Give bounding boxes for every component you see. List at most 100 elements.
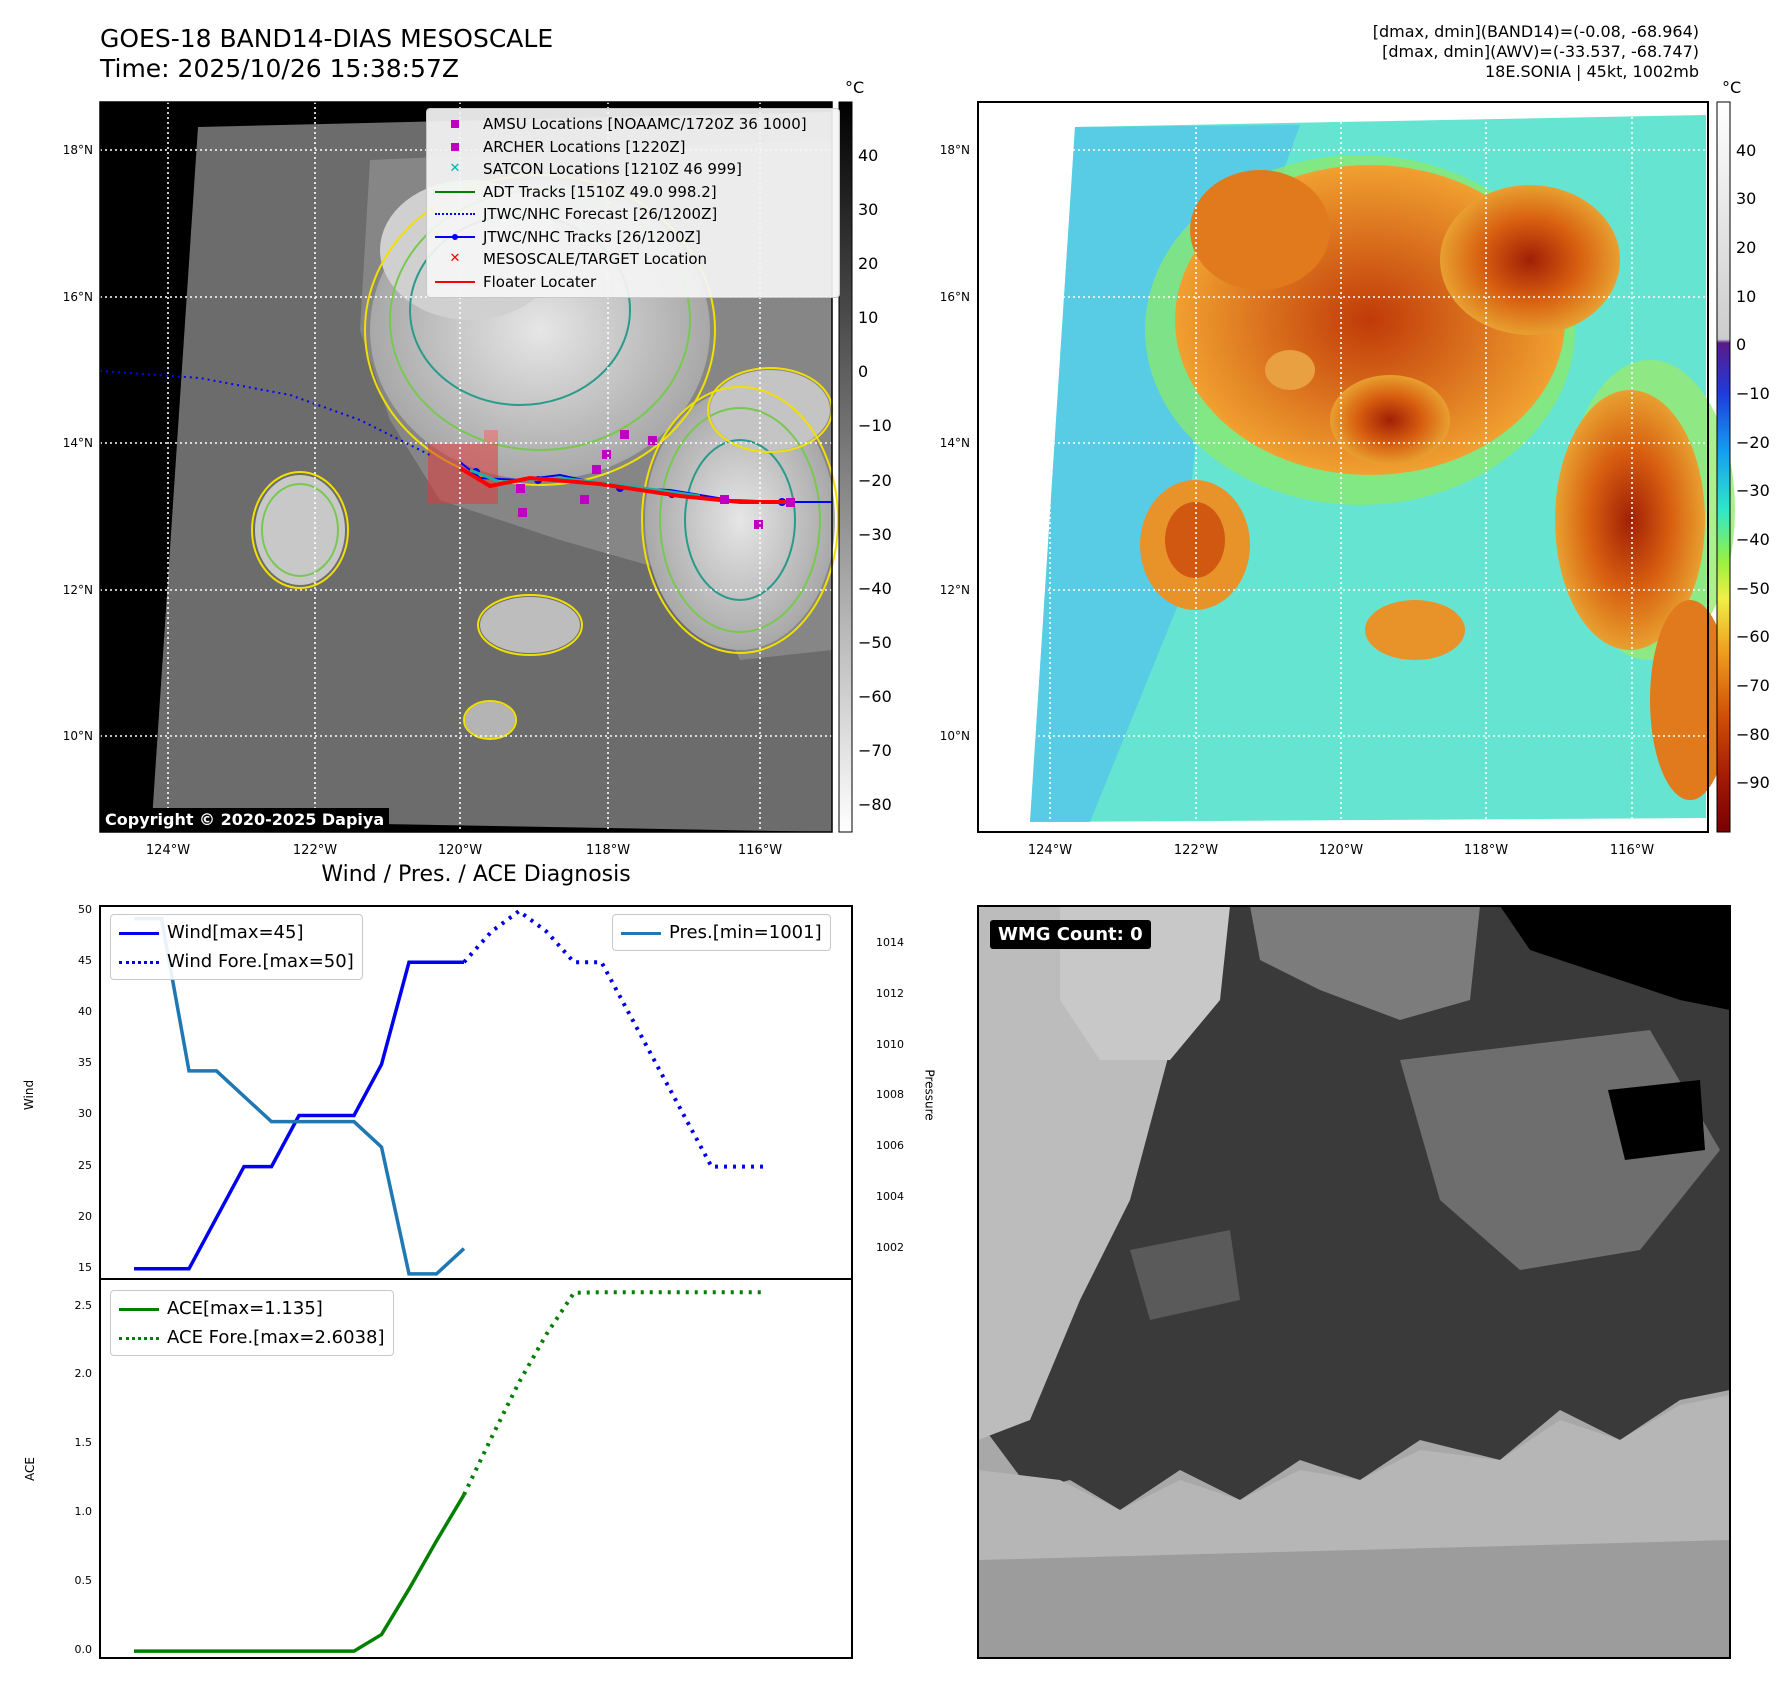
wind-tick-label: 45	[78, 954, 92, 968]
stats-awv: [dmax, dmin](AWV)=(-33.537, -68.747)	[1382, 42, 1699, 61]
legend-item-adt: ADT Tracks [1510Z 49.0 998.2]	[435, 181, 831, 204]
lat-label: 14°N	[939, 436, 970, 450]
line-icon	[119, 926, 159, 940]
colorbar-tick-label: 20	[858, 254, 879, 274]
legend-item-pressure: Pres.[min=1001]	[621, 918, 822, 947]
colorbar-tick-label: 30	[1736, 189, 1757, 209]
x-marker-icon: ✕	[449, 161, 461, 177]
legend-label: JTWC/NHC Tracks [26/1200Z]	[483, 227, 701, 246]
legend-label: MESOSCALE/TARGET Location	[483, 250, 708, 268]
pressure-axis-label: Pressure	[922, 1069, 937, 1121]
ace-tick-label: 1.0	[74, 1505, 93, 1519]
legend-label: Wind[max=45]	[167, 922, 304, 943]
pressure-tick-label: 1002	[876, 1240, 904, 1254]
legend-item-amsu: AMSU Locations [NOAAMC/1720Z 36 1000]	[435, 113, 831, 136]
chart-title: GOES-18 BAND14-DIAS MESOSCALE Time: 2025…	[100, 24, 553, 84]
legend-label: ARCHER Locations [1220Z]	[483, 137, 686, 156]
colorbar-tick-label: −80	[1736, 724, 1770, 744]
ace-tick-label: 1.5	[74, 1436, 93, 1450]
colorbar-tick-label: 40	[858, 146, 879, 166]
x-marker-icon: ✕	[449, 251, 461, 267]
legend-item-target: ✕ MESOSCALE/TARGET Location	[435, 248, 831, 271]
legend-label: Wind Fore.[max=50]	[167, 951, 354, 972]
pressure-series-line	[134, 916, 466, 1276]
wind-tick-label: 40	[78, 1005, 92, 1019]
legend-item-ace-fore: ACE Fore.[max=2.6038]	[119, 1323, 385, 1352]
line-icon	[435, 185, 475, 199]
dotted-line-icon	[119, 955, 159, 969]
title-line-2: Time: 2025/10/26 15:38:57Z	[100, 54, 459, 83]
dotted-line-icon	[435, 207, 475, 221]
colorbar-tick-label: −50	[858, 632, 892, 652]
stats-band14: [dmax, dmin](BAND14)=(-0.08, -68.964)	[1372, 22, 1699, 41]
wind-series-line	[134, 960, 464, 1271]
copyright-label: Copyright © 2020-2025 Dapiya	[100, 808, 390, 831]
ace-tick-label: 0.0	[74, 1643, 93, 1657]
lon-label: 122°W	[292, 843, 338, 858]
line-icon	[119, 1302, 159, 1316]
colorbar-tick-label: −70	[1736, 676, 1770, 695]
diagnosis-title: Wind / Pres. / ACE Diagnosis	[321, 862, 631, 887]
lon-label: 124°W	[1027, 843, 1073, 858]
colorbar-left-unit: °C	[845, 78, 865, 97]
square-marker-icon	[435, 117, 475, 131]
colorbar-tick-label: −10	[1736, 384, 1770, 403]
lon-label: 118°W	[1463, 843, 1509, 858]
lat-label: 16°N	[939, 290, 970, 304]
legend-label: AMSU Locations [NOAAMC/1720Z 36 1000]	[483, 115, 807, 133]
legend-label: ACE Fore.[max=2.6038]	[167, 1327, 385, 1348]
ace-forecast-series-line	[462, 1290, 767, 1496]
colorbar-tick-label: −80	[858, 794, 892, 814]
lon-label: 120°W	[437, 843, 483, 858]
wind-tick-label: 20	[78, 1209, 92, 1223]
lon-label: 116°W	[1609, 843, 1655, 858]
lon-label: 122°W	[1173, 843, 1219, 858]
storm-info: 18E.SONIA | 45kt, 1002mb	[1484, 62, 1699, 81]
wmg-count-label: WMG Count: 0	[990, 920, 1151, 949]
ace-tick-label: 0.5	[74, 1574, 93, 1588]
colorbar-tick-label: −60	[858, 686, 892, 706]
colorbar-tick-label: −40	[858, 578, 892, 598]
lon-label: 116°W	[737, 843, 783, 858]
colorbar-right	[1716, 101, 1731, 833]
lat-label: 18°N	[62, 143, 93, 157]
lat-label: 18°N	[939, 143, 970, 157]
pressure-tick-label: 1010	[876, 1037, 904, 1051]
pressure-tick-label: 1012	[876, 986, 904, 1000]
colorbar-tick-label: −30	[1736, 481, 1770, 501]
wind-tick-label: 35	[78, 1056, 92, 1070]
legend-item-ace: ACE[max=1.135]	[119, 1294, 385, 1323]
wind-tick-label: 30	[78, 1107, 92, 1121]
legend-label: SATCON Locations [1210Z 46 999]	[483, 160, 742, 178]
dotted-line-icon	[119, 1331, 159, 1345]
lat-label: 10°N	[62, 729, 93, 743]
colorbar-tick-label: 0	[1736, 335, 1747, 355]
lon-label: 124°W	[145, 843, 191, 858]
colorbar-right-unit: °C	[1722, 78, 1742, 97]
wind-tick-label: 15	[78, 1260, 92, 1274]
colorbar-tick-label: −30	[858, 524, 892, 544]
colorbar-tick-label: −20	[858, 470, 892, 490]
legend-label: ACE[max=1.135]	[167, 1298, 323, 1319]
lat-label: 16°N	[62, 290, 93, 304]
pressure-tick-label: 1004	[876, 1189, 904, 1203]
colorbar-tick-label: 40	[1736, 140, 1757, 160]
legend-item-forecast: JTWC/NHC Forecast [26/1200Z]	[435, 203, 831, 226]
square-marker-icon	[435, 140, 475, 154]
legend-item-archer: ARCHER Locations [1220Z]	[435, 136, 831, 159]
line-icon	[621, 926, 661, 940]
legend-item-satcon: ✕ SATCON Locations [1210Z 46 999]	[435, 158, 831, 181]
legend-label: JTWC/NHC Forecast [26/1200Z]	[483, 205, 718, 223]
stats-block: [dmax, dmin](BAND14)=(-0.08, -68.964) [d…	[1373, 22, 1699, 82]
legend-label: Floater Locater	[483, 272, 597, 291]
legend-item-floater: Floater Locater	[435, 271, 831, 294]
lat-label: 14°N	[62, 436, 93, 450]
ace-axis-label: ACE	[22, 1457, 37, 1481]
colorbar-tick-label: 10	[1736, 286, 1757, 306]
colorbar-tick-label: 10	[858, 308, 879, 328]
legend-label: ADT Tracks [1510Z 49.0 998.2]	[483, 182, 717, 201]
lon-label: 118°W	[585, 843, 631, 858]
colorbar-tick-label: −60	[1736, 627, 1770, 647]
colorbar-left	[838, 101, 853, 833]
colorbar-tick-label: −10	[858, 416, 892, 436]
